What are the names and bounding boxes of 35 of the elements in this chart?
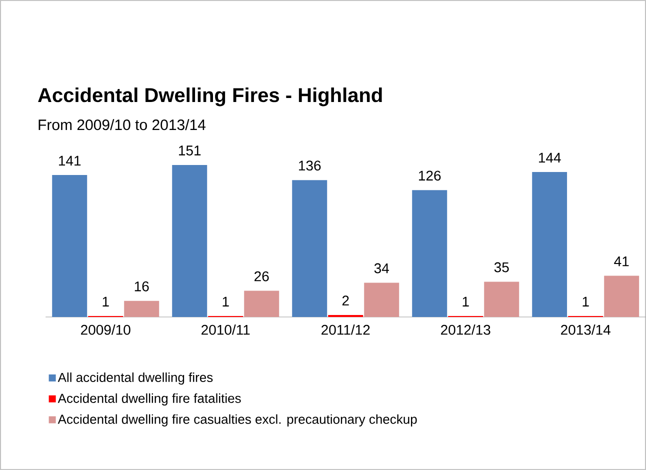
data-label: 2	[342, 296, 349, 306]
legend-label: Accidental dwelling fire casualties excl. precautionary checkup	[58, 414, 417, 426]
data-label: 1	[102, 296, 109, 306]
x-tick-label: 2011/12	[322, 324, 370, 335]
chart-title: Accidental Dwelling Fires - Highland	[38, 87, 382, 106]
x-tick-label: 2009/10	[81, 324, 130, 335]
data-label: 34	[374, 263, 389, 274]
data-label: 151	[178, 146, 201, 156]
data-label: 35	[494, 262, 509, 272]
data-label: 144	[538, 152, 561, 162]
chart-subtitle: From 2009/10 to 2013/14	[38, 119, 206, 130]
bar	[364, 282, 400, 317]
legend-label: All accidental dwelling fires	[58, 372, 213, 385]
x-tick-label: 2012/13	[441, 324, 490, 335]
bar	[124, 300, 160, 317]
bar	[244, 290, 280, 317]
data-label: 126	[418, 170, 441, 181]
data-label: 26	[254, 271, 269, 282]
data-label: 1	[582, 296, 589, 306]
data-label: 1	[462, 296, 469, 306]
data-label: 16	[134, 281, 149, 292]
bar	[484, 282, 520, 317]
bar	[532, 172, 568, 317]
data-label: 41	[614, 256, 629, 266]
data-label: 141	[58, 156, 81, 166]
bar	[172, 164, 208, 317]
x-tick-label: 2010/11	[202, 324, 250, 335]
data-label: 1	[222, 296, 229, 306]
data-label: 136	[298, 160, 321, 171]
bar	[52, 175, 88, 317]
bar	[412, 190, 448, 317]
x-tick-label: 2013/14	[561, 324, 610, 335]
legend-label: Accidental dwelling fire fatalities	[58, 393, 241, 406]
bar	[292, 180, 328, 317]
bar	[604, 276, 640, 317]
